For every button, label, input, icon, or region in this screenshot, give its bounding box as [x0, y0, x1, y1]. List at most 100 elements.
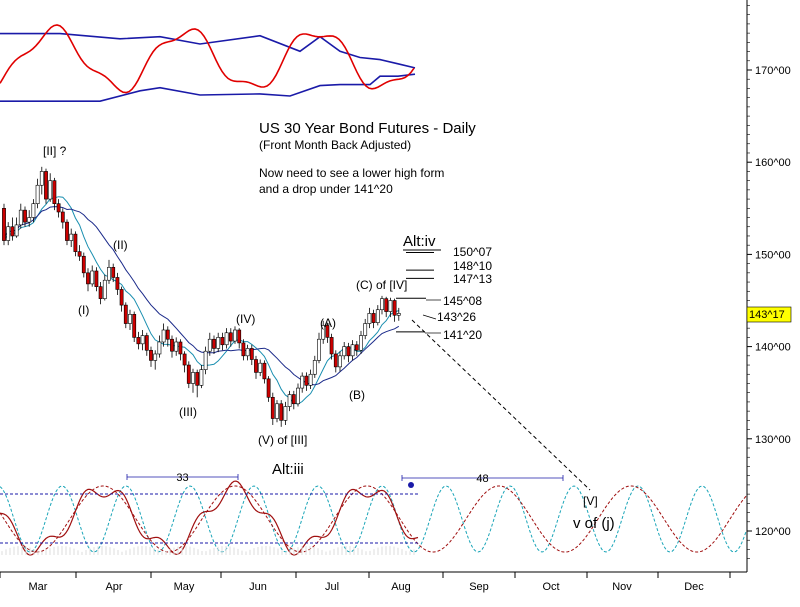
x-tick-label: Oct — [542, 581, 559, 593]
candle-down — [149, 349, 153, 361]
wave-label: Alt:iv — [403, 233, 436, 250]
candle-up — [380, 298, 384, 311]
candle-down — [119, 289, 124, 306]
detrend-line — [0, 480, 419, 556]
x-tick-label: Aug — [391, 581, 411, 593]
candle-up — [48, 180, 53, 200]
candle-down — [186, 364, 191, 384]
candle-down — [144, 335, 149, 351]
candle-down — [132, 314, 137, 338]
level-label: 145^08 — [443, 294, 482, 308]
level-label: 143^26 — [437, 310, 476, 324]
candle-down — [237, 329, 242, 344]
candle-down — [304, 375, 309, 386]
candle-up — [31, 203, 36, 218]
last-price-label: 143^17 — [749, 309, 785, 321]
candle-down — [23, 209, 27, 223]
candle-up — [207, 338, 212, 352]
oscillator-line — [0, 24, 415, 94]
ma-slow — [3, 206, 400, 386]
candle-down — [77, 251, 82, 257]
y-tick-label: 140^00 — [755, 342, 791, 354]
price-levels — [396, 252, 434, 333]
candle-down — [195, 372, 200, 386]
x-tick-label: Jun — [249, 581, 267, 593]
cycle-short — [0, 485, 747, 553]
candlestick-series — [2, 166, 401, 427]
wave-label: (C) of [IV] — [356, 278, 407, 292]
candle-up — [312, 360, 317, 375]
candle-up — [216, 337, 221, 349]
top-oscillator-panel — [0, 24, 416, 102]
candle-down — [384, 298, 389, 312]
candle-up — [233, 329, 237, 342]
candle-down — [262, 362, 267, 380]
cycle-current-dot — [408, 482, 414, 488]
y-tick-label: 170^00 — [755, 65, 791, 77]
wave-label: Alt:iii — [272, 461, 304, 478]
candle-up — [157, 341, 162, 355]
wave-label: (B) — [349, 388, 365, 402]
wave-label: (II) — [113, 238, 128, 252]
candle-up — [140, 335, 145, 345]
candle-down — [212, 338, 216, 349]
y-tick-label: 120^00 — [755, 526, 791, 538]
candle-up — [203, 350, 208, 370]
candle-down — [266, 378, 271, 398]
upper-band — [0, 32, 416, 69]
chart-subtitle: (Front Month Back Adjusted) — [259, 138, 411, 152]
candle-down — [98, 286, 103, 299]
wave-label: v of (j) — [573, 515, 615, 532]
candle-down — [81, 255, 86, 274]
level-label: 141^20 — [443, 328, 482, 342]
candle-up — [367, 313, 372, 324]
candle-down — [178, 341, 183, 355]
x-axis: Mar Apr May Jun Jul Aug Sep Oct Nov Dec — [0, 572, 731, 593]
candle-down — [254, 359, 258, 373]
candle-up — [128, 314, 132, 324]
candle-up — [245, 348, 250, 357]
candle-down — [2, 208, 6, 241]
candle-down — [241, 342, 246, 357]
candle-up — [18, 209, 23, 226]
candle-down — [325, 325, 330, 338]
level-tick — [422, 314, 437, 320]
candle-up — [39, 171, 44, 186]
candle-up — [35, 184, 40, 204]
y-axis: 120^00 130^00 140^00 150^00 160^00 170^00 — [747, 5, 791, 559]
y-tick-label: 160^00 — [755, 157, 791, 169]
candle-up — [296, 387, 300, 405]
candle-down — [354, 344, 359, 351]
candle-up — [363, 323, 368, 336]
candle-up — [174, 341, 179, 352]
chart-title: US 30 Year Bond Futures - Daily — [259, 120, 476, 137]
candle-up — [199, 369, 204, 386]
candle-down — [220, 337, 225, 346]
candle-up — [388, 300, 393, 312]
wave-label: (I) — [78, 303, 89, 317]
candle-down — [249, 348, 254, 360]
candle-down — [86, 272, 90, 285]
candle-down — [329, 337, 334, 355]
candle-down — [371, 313, 376, 323]
x-tick-label: Jul — [325, 581, 339, 593]
wave-label: (III) — [179, 405, 197, 419]
candle-up — [161, 329, 166, 343]
candle-up — [350, 344, 355, 357]
candle-up — [342, 346, 347, 357]
wave-label: [V] — [583, 494, 598, 508]
wave-label: [II] ? — [43, 144, 67, 158]
candle-down — [52, 180, 57, 204]
wave-label: (V) of [III] — [258, 433, 307, 447]
candle-up — [102, 279, 107, 299]
candle-up — [359, 335, 363, 351]
candle-up — [287, 394, 292, 407]
candle-down — [170, 338, 174, 352]
candle-down — [94, 270, 99, 287]
candle-up — [317, 338, 321, 361]
candle-down — [291, 394, 296, 405]
candle-up — [258, 362, 263, 373]
last-price-badge: 143^17 — [746, 306, 792, 323]
candle-down — [182, 353, 187, 366]
candle-up — [375, 309, 380, 323]
